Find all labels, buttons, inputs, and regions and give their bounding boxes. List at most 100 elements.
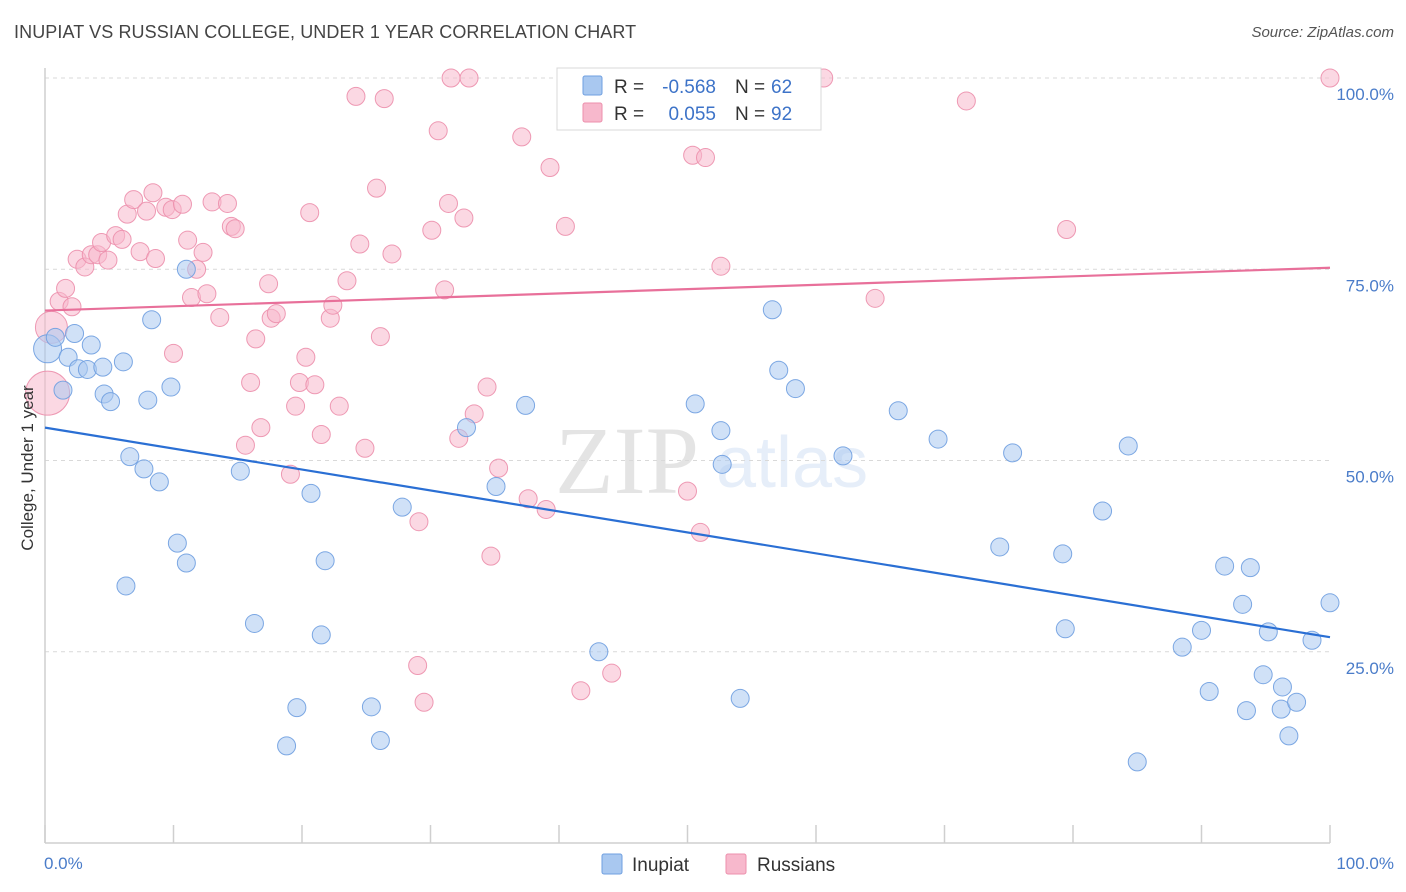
point-russians-72 bbox=[481, 546, 501, 566]
point-inupiat-60 bbox=[1253, 665, 1273, 685]
point-russians-64 bbox=[438, 193, 458, 213]
point-russians-14 bbox=[124, 190, 144, 210]
grid-lines bbox=[45, 77, 1330, 653]
point-inupiat-18 bbox=[161, 377, 181, 397]
point-russians-63 bbox=[435, 280, 455, 300]
trend-line-russians bbox=[44, 266, 1331, 312]
point-russians-33 bbox=[235, 435, 255, 455]
point-inupiat-52 bbox=[1127, 752, 1147, 772]
point-inupiat-49 bbox=[1055, 619, 1075, 639]
point-russians-29 bbox=[210, 307, 230, 327]
point-inupiat-8 bbox=[93, 357, 113, 377]
point-inupiat-36 bbox=[685, 394, 705, 414]
legend-r-value-inupiat: -0.568 bbox=[662, 77, 716, 98]
point-inupiat-4 bbox=[65, 324, 85, 344]
point-russians-88 bbox=[865, 288, 885, 308]
point-inupiat-46 bbox=[990, 537, 1010, 557]
point-inupiat-37 bbox=[711, 421, 731, 441]
point-russians-70 bbox=[489, 458, 509, 478]
point-russians-50 bbox=[337, 271, 357, 291]
point-inupiat-17 bbox=[149, 472, 169, 492]
y-tick-label-1: 50.0% bbox=[1346, 468, 1394, 487]
point-inupiat-50 bbox=[1093, 501, 1113, 521]
point-inupiat-14 bbox=[134, 459, 154, 479]
series-inupiat bbox=[33, 259, 1340, 772]
point-inupiat-40 bbox=[762, 300, 782, 320]
point-inupiat-12 bbox=[116, 576, 136, 596]
point-inupiat-35 bbox=[589, 642, 609, 662]
point-russians-21 bbox=[164, 343, 183, 363]
point-russians-22 bbox=[172, 194, 192, 214]
point-inupiat-15 bbox=[138, 390, 158, 410]
legend-n-value-inupiat: 62 bbox=[771, 77, 792, 98]
point-russians-57 bbox=[382, 244, 402, 264]
bottom-legend-label-russians: Russians bbox=[757, 855, 835, 876]
x-tick-label-max: 100.0% bbox=[1336, 854, 1394, 873]
point-inupiat-43 bbox=[833, 446, 853, 466]
legend: R = -0.568 N = 62 R = 0.055 N = 92 bbox=[556, 67, 822, 131]
point-inupiat-53 bbox=[1172, 637, 1192, 657]
point-inupiat-13 bbox=[120, 447, 140, 467]
point-inupiat-33 bbox=[486, 477, 506, 497]
y-axis-label: College, Under 1 year bbox=[18, 385, 37, 551]
point-russians-60 bbox=[414, 692, 434, 712]
point-russians-62 bbox=[428, 121, 448, 141]
point-russians-30 bbox=[217, 193, 237, 213]
legend-n-value-russians: 92 bbox=[771, 104, 792, 125]
legend-r-label-inupiat: R = bbox=[614, 77, 644, 98]
point-russians-78 bbox=[571, 681, 591, 701]
point-russians-40 bbox=[280, 464, 300, 484]
point-inupiat-2 bbox=[53, 380, 73, 400]
point-russians-17 bbox=[143, 183, 163, 203]
point-russians-36 bbox=[251, 418, 271, 438]
point-russians-44 bbox=[300, 203, 320, 223]
point-russians-58 bbox=[408, 656, 428, 676]
point-russians-26 bbox=[193, 242, 213, 262]
point-inupiat-23 bbox=[244, 613, 264, 633]
point-russians-45 bbox=[305, 375, 325, 395]
bottom-legend-swatch-russians bbox=[725, 853, 747, 875]
point-inupiat-24 bbox=[277, 736, 297, 756]
point-inupiat-28 bbox=[315, 551, 335, 571]
legend-swatch-inupiat bbox=[582, 75, 603, 96]
point-russians-54 bbox=[367, 178, 387, 198]
point-russians-89 bbox=[956, 91, 976, 111]
legend-n-label-russians: N = bbox=[735, 104, 765, 125]
point-russians-4 bbox=[62, 297, 82, 317]
legend-n-label-inupiat: N = bbox=[735, 77, 765, 98]
source-label: Source: ZipAtlas.com bbox=[1251, 24, 1394, 41]
y-tick-label-0: 25.0% bbox=[1346, 659, 1394, 678]
point-russians-37 bbox=[259, 274, 279, 294]
x-tick-label-min: 0.0% bbox=[44, 854, 83, 873]
point-russians-43 bbox=[296, 347, 316, 367]
point-russians-55 bbox=[370, 327, 390, 347]
point-inupiat-21 bbox=[176, 259, 196, 279]
point-russians-84 bbox=[695, 148, 715, 168]
point-inupiat-34 bbox=[516, 395, 536, 415]
point-russians-59 bbox=[409, 512, 429, 532]
point-russians-35 bbox=[246, 329, 266, 349]
point-russians-91 bbox=[1320, 68, 1340, 88]
point-inupiat-47 bbox=[1003, 443, 1023, 463]
point-russians-3 bbox=[56, 278, 76, 298]
legend-swatch-russians bbox=[582, 102, 603, 123]
point-inupiat-45 bbox=[928, 429, 948, 449]
bottom-legend: Inupiat Russians bbox=[601, 853, 835, 876]
point-russians-76 bbox=[540, 158, 560, 178]
point-russians-68 bbox=[459, 68, 479, 88]
bottom-legend-label-inupiat: Inupiat bbox=[632, 855, 690, 876]
point-russians-16 bbox=[137, 201, 157, 221]
point-russians-77 bbox=[555, 216, 575, 236]
point-inupiat-29 bbox=[361, 697, 381, 717]
point-russians-27 bbox=[197, 284, 217, 304]
point-inupiat-31 bbox=[392, 497, 412, 517]
point-russians-74 bbox=[518, 489, 538, 509]
point-russians-51 bbox=[346, 86, 366, 106]
point-inupiat-67 bbox=[1320, 593, 1340, 613]
y-tick-labels: 25.0% 50.0% 75.0% 100.0% bbox=[1336, 85, 1394, 678]
point-inupiat-42 bbox=[785, 379, 805, 399]
point-inupiat-26 bbox=[301, 483, 321, 503]
point-inupiat-27 bbox=[311, 625, 331, 645]
point-inupiat-25 bbox=[287, 698, 307, 718]
point-russians-65 bbox=[441, 68, 461, 88]
